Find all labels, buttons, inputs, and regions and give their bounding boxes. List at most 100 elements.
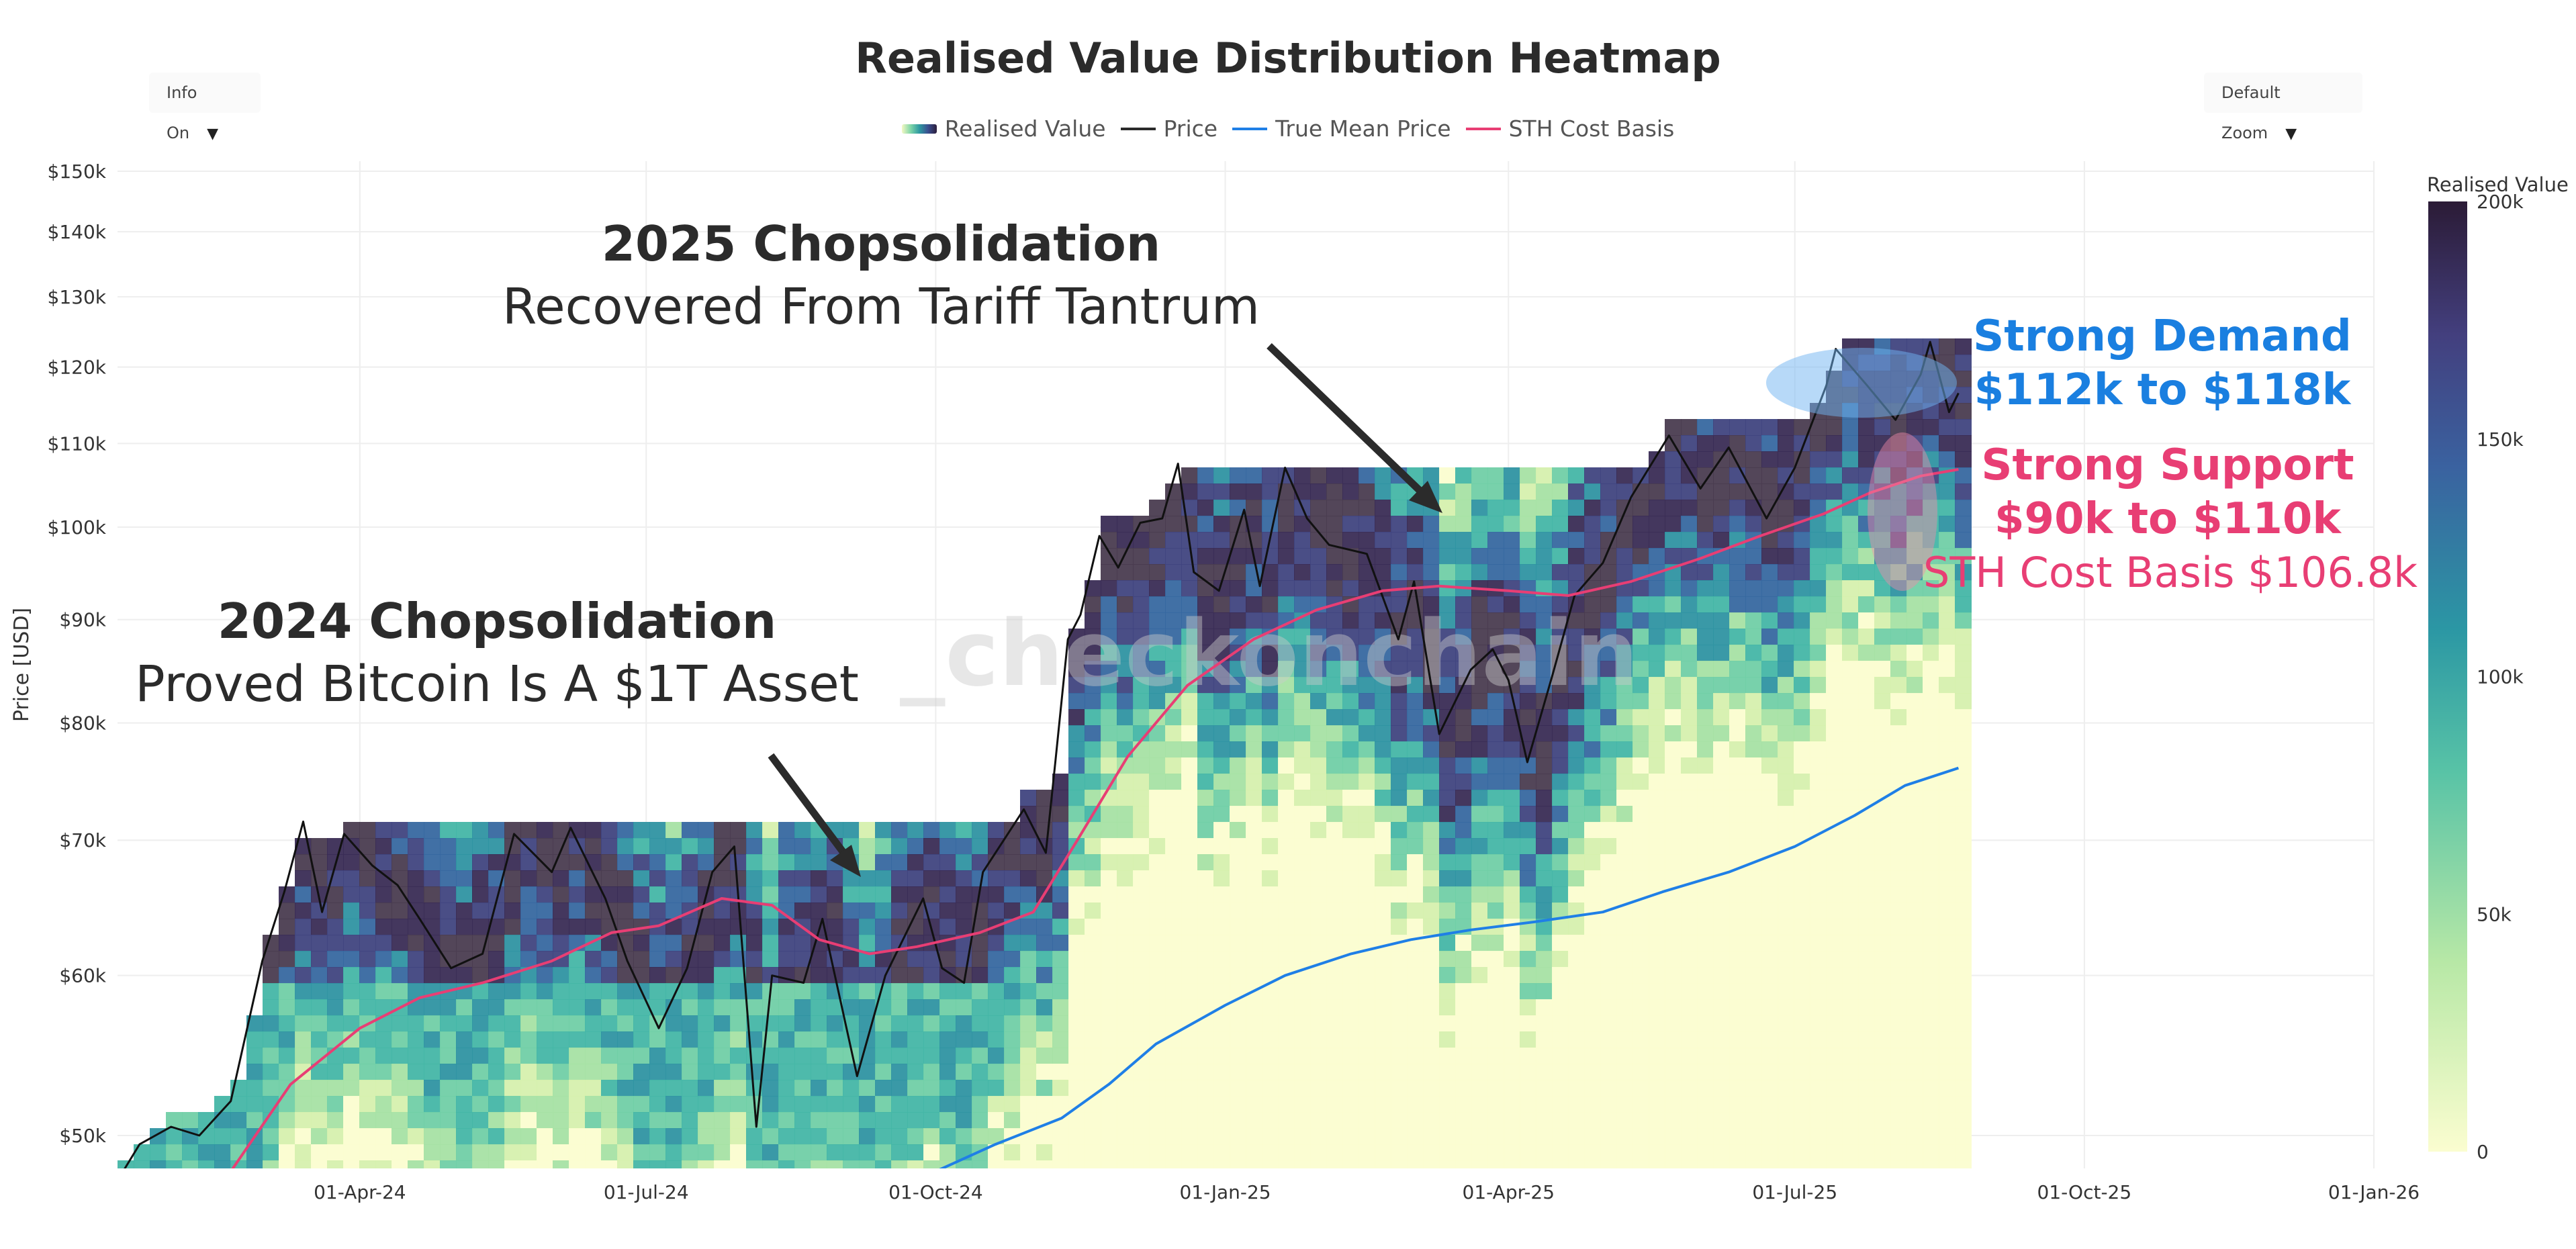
heatmap-cell: [1068, 806, 1085, 823]
legend-item-sth-cost-basis[interactable]: STH Cost Basis: [1465, 115, 1674, 142]
heatmap-cell: [1504, 870, 1520, 887]
heatmap-cell: [1874, 999, 1891, 1016]
heatmap-cell: [1487, 854, 1504, 871]
heatmap-cell: [1665, 757, 1682, 774]
heatmap-cell: [1068, 1160, 1085, 1168]
heatmap-cell: [1584, 870, 1601, 887]
heatmap-cell: [1133, 516, 1150, 533]
heatmap-cell: [1955, 903, 1972, 919]
heatmap-cell: [1101, 629, 1117, 645]
heatmap-cell: [698, 1048, 715, 1064]
heatmap-cell: [1552, 870, 1569, 887]
heatmap-cell: [1165, 1064, 1182, 1080]
heatmap-cell: [1810, 661, 1827, 678]
heatmap-cell: [1342, 661, 1359, 678]
heatmap-cell: [1665, 1160, 1682, 1168]
heatmap-cell: [1632, 1160, 1649, 1168]
heatmap-cell: [1455, 483, 1472, 500]
line-swatch-icon: [1232, 127, 1268, 130]
heatmap-cell: [295, 886, 312, 903]
heatmap-cell: [1939, 1015, 1956, 1032]
heatmap-cell: [1423, 790, 1440, 806]
heatmap-cell: [392, 967, 408, 984]
heatmap-cell: [488, 983, 505, 1000]
heatmap-cell: [1326, 612, 1343, 629]
heatmap-cell: [1616, 1015, 1633, 1032]
heatmap-cell: [1117, 596, 1134, 613]
heatmap-cell: [1504, 596, 1520, 613]
heatmap-cell: [601, 983, 618, 1000]
heatmap-cell: [859, 903, 876, 919]
heatmap-cell: [811, 1112, 827, 1129]
heatmap-cell: [1536, 629, 1553, 645]
heatmap-cell: [1471, 500, 1488, 516]
heatmap-cell: [1584, 677, 1601, 694]
heatmap-cell: [1036, 1015, 1053, 1032]
heatmap-cell: [1842, 838, 1859, 855]
heatmap-cell: [1568, 661, 1585, 678]
heatmap-cell: [1471, 725, 1488, 742]
legend-item-realised-value[interactable]: Realised Value: [901, 115, 1106, 142]
heatmap-cell: [1745, 580, 1762, 597]
heatmap-cell: [1181, 1144, 1198, 1161]
heatmap-cell: [1504, 1080, 1520, 1097]
heatmap-cell: [1810, 1080, 1827, 1097]
heatmap-cell: [1858, 612, 1875, 629]
heatmap-cell: [1616, 1160, 1633, 1168]
heatmap-cell: [343, 854, 360, 871]
heatmap-cell: [1487, 661, 1504, 678]
heatmap-cell: [1649, 725, 1665, 742]
heatmap-cell: [1810, 451, 1827, 468]
heatmap-cell: [827, 1080, 843, 1097]
heatmap-cell: [891, 854, 908, 871]
heatmap-cell: [1713, 838, 1730, 855]
zoom-dropdown[interactable]: Default Zoom ▼: [2204, 73, 2362, 142]
heatmap-cell: [343, 919, 360, 935]
y-tick-label: $140k: [48, 221, 107, 243]
heatmap-cell: [972, 838, 988, 855]
heatmap-cell: [988, 1112, 1005, 1129]
heatmap-cell: [1761, 1048, 1778, 1064]
info-toggle-dropdown[interactable]: Info On ▼: [149, 73, 261, 142]
heatmap-cell: [1955, 516, 1972, 533]
heatmap-cell: [1310, 693, 1327, 710]
heatmap-cell: [827, 1144, 843, 1161]
heatmap-cell: [1487, 725, 1504, 742]
heatmap-cell: [1649, 757, 1665, 774]
heatmap-cell: [746, 886, 763, 903]
heatmap-cell: [1504, 903, 1520, 919]
heatmap-cell: [617, 1128, 634, 1145]
heatmap-cell: [1068, 709, 1085, 726]
heatmap-cell: [811, 903, 827, 919]
heatmap-cell: [1342, 1080, 1359, 1097]
heatmap-cell: [1439, 564, 1456, 581]
heatmap-cell: [1455, 516, 1472, 533]
heatmap-cell: [1504, 467, 1520, 484]
heatmap-cell: [1842, 548, 1859, 565]
heatmap-cell: [1826, 693, 1843, 710]
heatmap-cell: [182, 1144, 199, 1161]
heatmap-cell: [456, 1144, 473, 1161]
heatmap-cell: [794, 854, 811, 871]
heatmap-cell: [1326, 919, 1343, 935]
heatmap-cell: [762, 886, 779, 903]
heatmap-cell: [1407, 1112, 1424, 1129]
heatmap-cell: [1391, 532, 1408, 549]
heatmap-cell: [1713, 645, 1730, 661]
heatmap-cell: [585, 1015, 602, 1032]
heatmap-cell: [1004, 1144, 1021, 1161]
heatmap-cell: [923, 1144, 940, 1161]
heatmap-cell: [1068, 1064, 1085, 1080]
heatmap-cell: [1052, 806, 1069, 823]
legend-item-true-mean-price[interactable]: True Mean Price: [1232, 115, 1451, 142]
heatmap-cell: [214, 1128, 231, 1145]
heatmap-cell: [1165, 1128, 1182, 1145]
heatmap-cell: [762, 1160, 779, 1168]
heatmap-cell: [762, 1064, 779, 1080]
heatmap-cell: [1665, 790, 1682, 806]
heatmap-cell: [504, 1128, 521, 1145]
heatmap-cell: [520, 999, 537, 1016]
heatmap-cell: [972, 983, 988, 1000]
legend-item-price[interactable]: Price: [1120, 115, 1217, 142]
